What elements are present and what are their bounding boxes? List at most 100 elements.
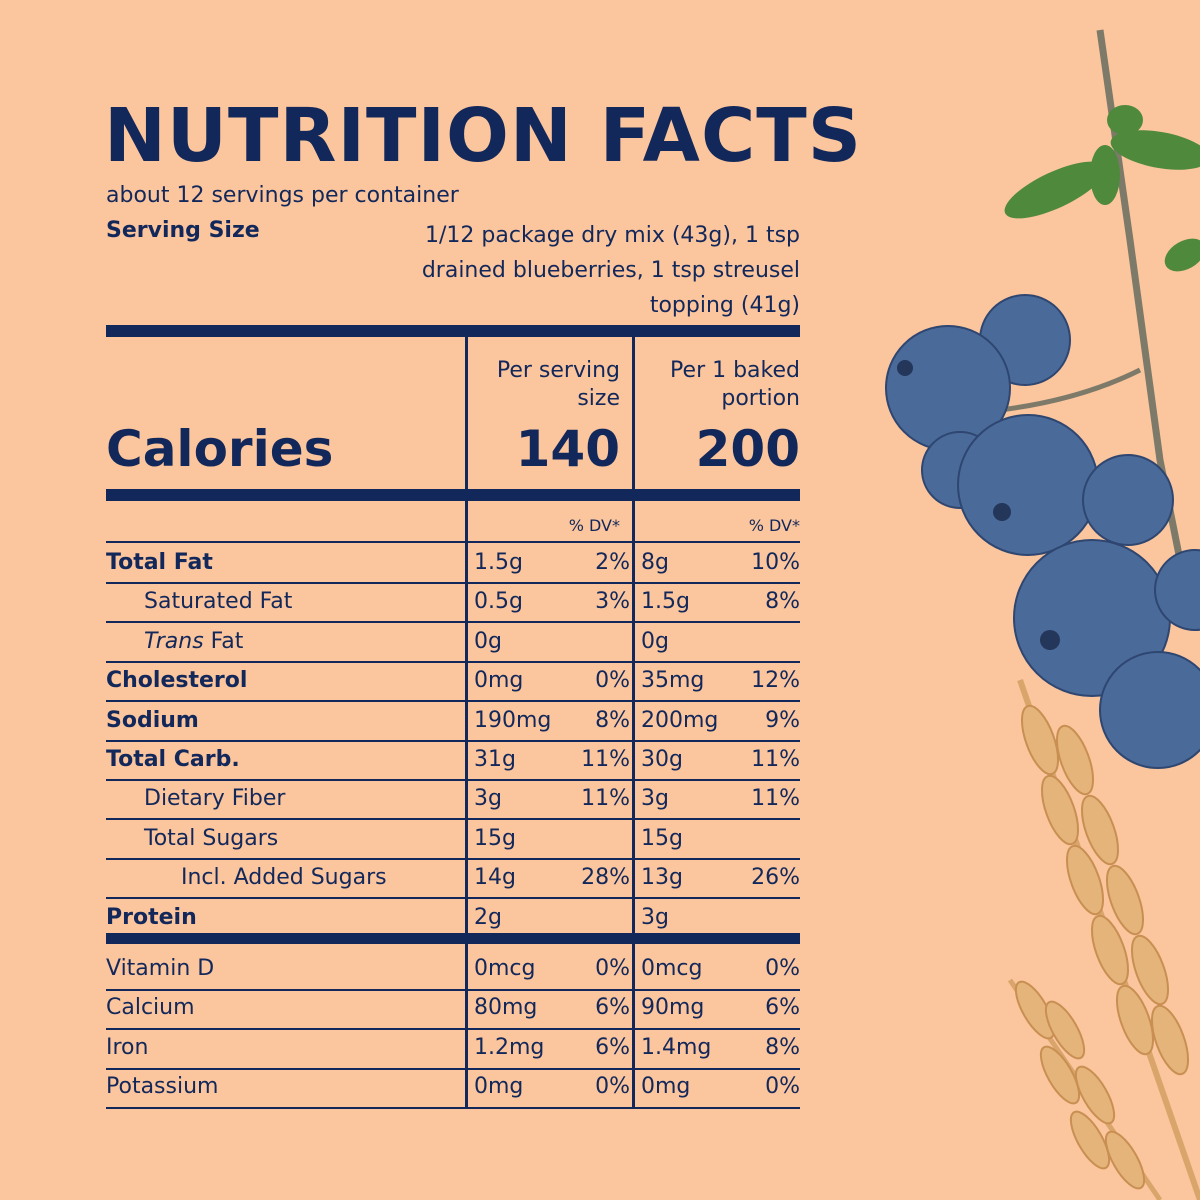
col2-dv: 10%: [751, 550, 800, 575]
row-divider: [106, 700, 800, 702]
col1-dv: 11%: [581, 786, 630, 812]
col2-dv: 26%: [751, 865, 800, 891]
calories-col1-value: 140: [515, 420, 620, 478]
col2-amount: 3g: [641, 786, 669, 812]
row-divider: [106, 779, 800, 781]
col1-amount: 0mg: [474, 668, 524, 694]
col1-dv: 6%: [595, 995, 630, 1021]
nutrient-label: Incl. Added Sugars: [181, 865, 387, 891]
calories-thick-rule: [106, 489, 800, 501]
calories-col2-value: 200: [695, 420, 800, 478]
nutrient-label: Total Fat: [106, 550, 213, 575]
col2-dv: 6%: [765, 995, 800, 1021]
top-thick-rule: [106, 325, 800, 337]
col2-amount: 13g: [641, 865, 683, 891]
leaf-icon: [1004, 105, 1200, 272]
col1-header-line: Per serving: [496, 358, 620, 383]
blueberry-icon: [885, 294, 1200, 769]
col2-amount: 200mg: [641, 707, 719, 733]
col1-dv: 0%: [595, 956, 630, 981]
col2-dv: 11%: [751, 747, 800, 772]
vitamin-label: Potassium: [106, 1074, 219, 1100]
calories-label: Calories: [106, 420, 334, 478]
row-divider: [106, 818, 800, 820]
row-divider: [106, 621, 800, 623]
nutrient-label: Cholesterol: [106, 668, 248, 694]
col2-amount: 90mg: [641, 995, 705, 1021]
row-divider: [106, 1107, 800, 1109]
col2-dv: 8%: [765, 589, 800, 615]
col2-dv: 12%: [751, 668, 800, 694]
column-divider: [632, 337, 635, 1107]
nutrient-label: Total Carb.: [106, 747, 240, 772]
nutrient-label: Trans Fat: [144, 628, 244, 654]
col1-amount: 1.5g: [474, 550, 523, 575]
col2-amount: 1.4mg: [641, 1034, 712, 1060]
col1-amount: 0mg: [474, 1074, 524, 1100]
col1-amount: 1.2mg: [474, 1034, 545, 1060]
col2-header-line: Per 1 baked: [670, 358, 800, 383]
col2-amount: 0mg: [641, 1074, 691, 1100]
col2-amount: 15g: [641, 825, 683, 851]
col1-dv: 28%: [581, 865, 630, 891]
blueberries-and-wheat-illustration: [885, 29, 1200, 1200]
col2-dv: 8%: [765, 1034, 800, 1060]
col2-amount: 0mcg: [641, 956, 703, 981]
vitamin-label: Iron: [106, 1034, 149, 1060]
row-divider: [106, 582, 800, 584]
col2-amount: 0g: [641, 628, 669, 654]
col1-amount: 0.5g: [474, 589, 523, 615]
column-divider: [465, 337, 468, 1107]
col1-amount: 0g: [474, 628, 502, 654]
col2-dv: 9%: [765, 707, 800, 733]
nutrient-label: Total Sugars: [144, 825, 279, 851]
col1-dv: 6%: [595, 1034, 630, 1060]
col2-amount: 30g: [641, 747, 683, 772]
col1-dv: 0%: [595, 1074, 630, 1100]
row-divider: [106, 858, 800, 860]
col2-amount: 3g: [641, 904, 669, 930]
col1-amount: 14g: [474, 865, 516, 891]
col2-header-line: portion: [721, 386, 800, 411]
vitamin-label: Calcium: [106, 995, 195, 1021]
col2-dv: 0%: [765, 956, 800, 981]
col2-amount: 8g: [641, 550, 669, 575]
nutrient-label: Protein: [106, 904, 197, 930]
serving-size-line: 1/12 package dry mix (43g), 1 tsp: [425, 223, 800, 248]
col1-dv: 8%: [595, 707, 630, 733]
col2-amount: 35mg: [641, 668, 705, 694]
col1-header: Per serving size: [470, 357, 620, 413]
serving-size-line: topping (41g): [649, 293, 800, 318]
col1-amount: 31g: [474, 747, 516, 772]
col2-dv: 0%: [765, 1074, 800, 1100]
row-divider: [106, 1068, 800, 1070]
col2-amount: 1.5g: [641, 589, 690, 615]
col1-dv: 0%: [595, 668, 630, 694]
row-divider: [106, 897, 800, 899]
col1-dv: 2%: [595, 550, 630, 575]
vitamins-thick-rule: [106, 933, 800, 944]
col1-amount: 15g: [474, 825, 516, 851]
col2-dv: 11%: [751, 786, 800, 812]
col1-amount: 0mcg: [474, 956, 536, 981]
vitamin-label: Vitamin D: [106, 956, 215, 981]
col1-dv: 3%: [595, 589, 630, 615]
nutrient-label: Sodium: [106, 707, 199, 733]
row-divider: [106, 1028, 800, 1030]
label-title: NUTRITION FACTS: [104, 93, 863, 179]
col1-dv-header: % DV*: [568, 516, 620, 535]
row-divider: [106, 989, 800, 991]
serving-size-line: drained blueberries, 1 tsp streusel: [421, 258, 800, 283]
col1-header-line: size: [577, 386, 620, 411]
serving-size-value: 1/12 package dry mix (43g), 1 tsp draine…: [330, 218, 800, 323]
nutrient-label: Saturated Fat: [144, 589, 293, 615]
serving-size-label: Serving Size: [106, 218, 260, 243]
col2-dv-header: % DV*: [748, 516, 800, 535]
col1-amount: 2g: [474, 904, 502, 930]
nutrient-label: Dietary Fiber: [144, 786, 286, 812]
col1-amount: 3g: [474, 786, 502, 812]
row-divider: [106, 541, 800, 543]
row-divider: [106, 740, 800, 742]
servings-per-container: about 12 servings per container: [106, 183, 459, 208]
col1-amount: 190mg: [474, 707, 552, 733]
